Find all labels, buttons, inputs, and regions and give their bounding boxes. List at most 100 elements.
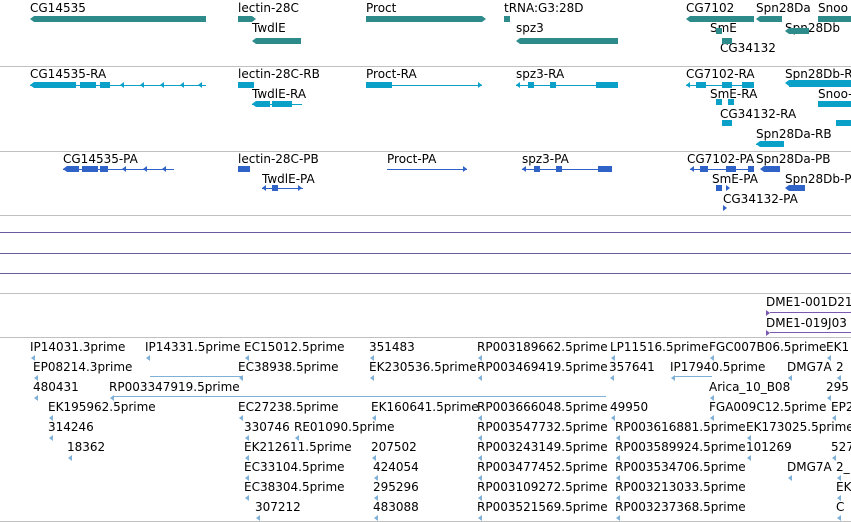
est-label[interactable]: EP08214.3prime — [33, 360, 133, 374]
est-label[interactable]: 330746 — [244, 420, 290, 434]
est-label[interactable]: RP003243149.5prime — [477, 440, 608, 454]
protein-label[interactable]: Proct-PA — [387, 152, 437, 166]
est-label[interactable]: EC38938.5prime — [238, 360, 339, 374]
exon[interactable] — [728, 99, 734, 105]
est-label[interactable]: EC38304.5prime — [244, 480, 345, 494]
hit-line[interactable] — [770, 312, 851, 313]
est-label[interactable]: IP14031.3prime — [30, 340, 126, 354]
exon[interactable] — [818, 101, 851, 107]
protein-segment[interactable] — [272, 185, 278, 191]
transcript-label[interactable]: spz3-RA — [516, 67, 565, 81]
est-label[interactable]: RP003347919.5prime — [109, 380, 240, 394]
protein-label[interactable]: TwdlE-PA — [262, 172, 315, 186]
est-label[interactable]: FGC007B06.5prime — [709, 340, 827, 354]
protein-label[interactable]: lectin-28C-PB — [238, 152, 319, 166]
est-label[interactable]: Arica_10_B08 — [709, 380, 791, 394]
est-label[interactable]: 483088 — [373, 500, 419, 514]
protein-label[interactable]: Spn28Db-PA — [785, 172, 851, 186]
protein-label[interactable]: CG7102-PA — [687, 152, 755, 166]
gene-label[interactable]: Spn28Da — [756, 1, 811, 15]
exon[interactable] — [272, 101, 292, 107]
est-label[interactable]: 49950 — [610, 400, 649, 414]
protein-label[interactable]: SmE-PA — [712, 172, 758, 186]
gene-label[interactable]: lectin-28C — [238, 1, 299, 15]
est-label[interactable]: RP003469419.5prime — [477, 360, 608, 374]
gene-label[interactable]: SmE — [710, 21, 737, 35]
transcript-label[interactable]: Proct-RA — [366, 67, 417, 81]
est-label[interactable]: LP11516.5prime — [610, 340, 709, 354]
est-label[interactable]: EP2 — [831, 400, 851, 414]
hit-label[interactable]: DME1-001D21 — [766, 295, 851, 309]
transcript-label[interactable]: lectin-28C-RB — [238, 67, 320, 81]
gene-bar[interactable] — [760, 16, 782, 22]
est-span[interactable] — [150, 376, 242, 377]
exon[interactable] — [238, 82, 254, 88]
est-label[interactable]: 2 — [836, 360, 844, 374]
exon[interactable] — [760, 141, 784, 147]
exon[interactable] — [34, 82, 76, 88]
gene-bar[interactable] — [34, 16, 206, 22]
transcript-label[interactable]: TwdlE-RA — [252, 87, 307, 101]
est-span[interactable] — [674, 376, 712, 377]
exon[interactable] — [550, 82, 556, 88]
gene-label[interactable]: Proct — [366, 1, 397, 15]
exon[interactable] — [716, 99, 722, 105]
protein-label[interactable]: spz3-PA — [522, 152, 569, 166]
protein-segment[interactable] — [748, 166, 754, 172]
exon[interactable] — [722, 120, 732, 126]
est-label[interactable]: 295 — [826, 380, 849, 394]
transcript-label[interactable]: CG7102-RA — [686, 67, 755, 81]
est-label[interactable]: EC33104.5prime — [244, 460, 345, 474]
gene-bar[interactable] — [818, 16, 851, 22]
est-label[interactable]: EK212611.5prime — [244, 440, 352, 454]
protein-segment[interactable] — [100, 166, 108, 172]
hit-line[interactable] — [770, 332, 851, 333]
gene-label[interactable]: CG14535 — [30, 1, 86, 15]
protein-segment[interactable] — [534, 166, 540, 172]
est-label[interactable]: EK — [836, 480, 851, 494]
est-label[interactable]: 527 — [831, 440, 851, 454]
est-label[interactable]: 207502 — [371, 440, 417, 454]
protein-label[interactable]: Spn28Da-PB — [756, 152, 831, 166]
est-label[interactable]: IP17940.5prime — [670, 360, 766, 374]
transcript-label[interactable]: CG34132-RA — [720, 107, 797, 121]
protein-label[interactable]: CG34132-PA — [723, 192, 798, 206]
gene-label[interactable]: Snoo — [818, 1, 848, 15]
est-label[interactable]: IP14331.5prime — [145, 340, 241, 354]
hit-label[interactable]: DME1-019J03 — [766, 316, 847, 330]
est-label[interactable]: 101269 — [746, 440, 792, 454]
est-label[interactable]: DMG7A — [787, 460, 832, 474]
exon[interactable] — [722, 82, 732, 88]
est-label[interactable]: RP003534706.5prime — [615, 460, 746, 474]
est-label[interactable]: RP003616881.5prime — [615, 420, 746, 434]
est-label[interactable]: EC27238.5prime — [238, 400, 339, 414]
gene-bar[interactable] — [238, 16, 252, 22]
gene-label[interactable]: CG7102 — [686, 1, 735, 15]
est-label[interactable]: EK230536.5prime — [369, 360, 477, 374]
est-label[interactable]: 424054 — [373, 460, 419, 474]
est-label[interactable]: RP003109272.5prime — [477, 480, 608, 494]
protein-label[interactable]: CG14535-PA — [63, 152, 138, 166]
est-label[interactable]: 314246 — [48, 420, 94, 434]
exon[interactable] — [696, 82, 706, 88]
est-label[interactable]: EK173025.5prime — [746, 420, 851, 434]
gene-bar[interactable] — [789, 28, 809, 34]
est-label[interactable]: RP003189662.5prime — [477, 340, 608, 354]
est-label[interactable]: FGA009C12.5prime — [709, 400, 827, 414]
est-label[interactable]: EC15012.5prime — [244, 340, 345, 354]
protein-segment[interactable] — [82, 166, 98, 172]
gene-bar[interactable] — [690, 16, 754, 22]
exon[interactable] — [789, 80, 851, 87]
est-label[interactable]: 480431 — [33, 380, 79, 394]
exon[interactable] — [366, 82, 392, 88]
est-label[interactable]: EK195962.5prime — [48, 400, 156, 414]
protein-segment[interactable] — [238, 166, 250, 172]
est-label[interactable]: DMG7A — [787, 360, 832, 374]
est-label[interactable]: RP003477452.5prime — [477, 460, 608, 474]
est-label[interactable]: 2_ — [836, 460, 850, 474]
protein-segment[interactable] — [598, 166, 612, 172]
gene-bar[interactable] — [722, 38, 732, 44]
est-label[interactable]: RP003666048.5prime — [477, 400, 608, 414]
gene-label[interactable]: CG34132 — [720, 41, 776, 55]
protein-segment[interactable] — [700, 166, 708, 172]
